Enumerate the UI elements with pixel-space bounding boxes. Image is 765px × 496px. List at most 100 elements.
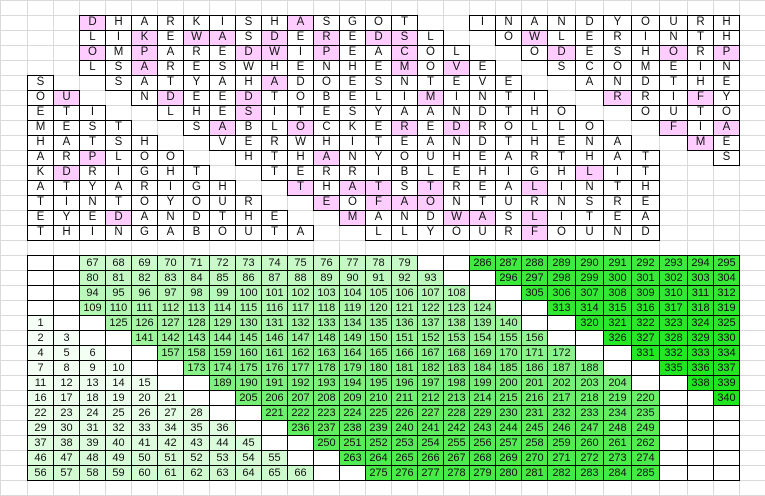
letter-cell[interactable]: R xyxy=(603,30,632,46)
empty-cell[interactable] xyxy=(79,480,106,496)
letter-cell[interactable]: A xyxy=(131,75,158,91)
number-cell[interactable]: 273 xyxy=(603,450,632,466)
empty-cell[interactable] xyxy=(739,45,765,61)
number-cell[interactable]: 12 xyxy=(53,375,80,391)
number-cell[interactable]: 94 xyxy=(79,285,106,301)
blank-number-cell[interactable] xyxy=(131,360,158,376)
number-cell[interactable]: 217 xyxy=(547,390,576,406)
number-cell[interactable]: 335 xyxy=(659,360,688,376)
number-cell[interactable]: 3 xyxy=(53,330,80,346)
empty-cell[interactable] xyxy=(157,0,184,16)
number-cell[interactable]: 35 xyxy=(183,420,210,436)
number-cell[interactable]: 153 xyxy=(443,330,470,346)
letter-cell[interactable]: I xyxy=(391,90,418,106)
letter-cell[interactable]: D xyxy=(235,90,262,106)
number-cell[interactable]: 296 xyxy=(495,270,522,286)
letter-cell[interactable]: E xyxy=(659,60,688,76)
letter-cell[interactable]: U xyxy=(575,225,604,241)
number-cell[interactable]: 329 xyxy=(687,330,714,346)
number-cell[interactable]: 113 xyxy=(183,300,210,316)
letter-cell[interactable]: F xyxy=(659,120,688,136)
number-cell[interactable]: 83 xyxy=(157,270,184,286)
letter-cell[interactable]: E xyxy=(443,75,470,91)
empty-cell[interactable] xyxy=(495,0,522,16)
letter-cell[interactable]: H xyxy=(631,45,660,61)
empty-cell[interactable] xyxy=(713,210,740,226)
letter-cell[interactable]: E xyxy=(547,135,576,151)
empty-cell[interactable] xyxy=(687,0,714,16)
empty-cell[interactable] xyxy=(631,120,660,136)
letter-cell[interactable]: N xyxy=(495,15,522,31)
number-cell[interactable]: 210 xyxy=(365,390,392,406)
letter-cell[interactable]: A xyxy=(53,135,80,151)
number-cell[interactable]: 304 xyxy=(713,270,740,286)
letter-cell[interactable]: T xyxy=(261,165,288,181)
empty-cell[interactable] xyxy=(53,0,80,16)
number-cell[interactable]: 268 xyxy=(469,450,496,466)
number-cell[interactable]: 236 xyxy=(287,420,314,436)
letter-cell[interactable]: E xyxy=(209,90,236,106)
empty-cell[interactable] xyxy=(0,120,28,136)
blank-number-cell[interactable] xyxy=(287,435,314,451)
letter-cell[interactable]: E xyxy=(575,30,604,46)
letter-cell[interactable]: H xyxy=(687,75,714,91)
empty-cell[interactable] xyxy=(659,480,688,496)
letter-cell[interactable]: E xyxy=(27,105,54,121)
number-cell[interactable]: 70 xyxy=(157,255,184,271)
number-cell[interactable]: 14 xyxy=(105,375,132,391)
number-cell[interactable]: 100 xyxy=(235,285,262,301)
empty-cell[interactable] xyxy=(339,225,366,241)
number-cell[interactable]: 263 xyxy=(339,450,366,466)
number-cell[interactable]: 19 xyxy=(105,390,132,406)
letter-cell[interactable]: H xyxy=(183,105,210,121)
number-cell[interactable]: 101 xyxy=(261,285,288,301)
number-cell[interactable]: 46 xyxy=(27,450,54,466)
letter-cell[interactable]: O xyxy=(631,15,660,31)
number-cell[interactable]: 39 xyxy=(79,435,106,451)
letter-cell[interactable]: E xyxy=(209,45,236,61)
number-cell[interactable]: 260 xyxy=(575,435,604,451)
letter-cell[interactable]: T xyxy=(157,75,184,91)
letter-cell[interactable]: H xyxy=(713,15,740,31)
letter-cell[interactable]: E xyxy=(235,135,262,151)
number-cell[interactable]: 88 xyxy=(287,270,314,286)
number-cell[interactable]: 300 xyxy=(603,270,632,286)
letter-cell[interactable]: I xyxy=(687,60,714,76)
empty-cell[interactable] xyxy=(469,480,496,496)
empty-cell[interactable] xyxy=(575,90,604,106)
number-cell[interactable]: 55 xyxy=(261,450,288,466)
letter-cell[interactable]: H xyxy=(631,180,660,196)
blank-number-cell[interactable] xyxy=(53,285,80,301)
letter-cell[interactable]: T xyxy=(365,135,392,151)
number-cell[interactable]: 29 xyxy=(27,420,54,436)
letter-cell[interactable]: W xyxy=(235,60,262,76)
letter-cell[interactable]: S xyxy=(603,45,632,61)
number-cell[interactable]: 34 xyxy=(157,420,184,436)
number-cell[interactable]: 293 xyxy=(659,255,688,271)
letter-cell[interactable]: R xyxy=(443,180,470,196)
empty-cell[interactable] xyxy=(53,60,80,76)
letter-cell[interactable]: A xyxy=(209,75,236,91)
number-cell[interactable]: 219 xyxy=(603,390,632,406)
number-cell[interactable]: 161 xyxy=(261,345,288,361)
empty-cell[interactable] xyxy=(739,135,765,151)
number-cell[interactable]: 255 xyxy=(443,435,470,451)
empty-cell[interactable] xyxy=(739,240,765,256)
letter-cell[interactable]: O xyxy=(287,90,314,106)
letter-cell[interactable]: K xyxy=(339,120,366,136)
letter-cell[interactable]: O xyxy=(713,105,740,121)
empty-cell[interactable] xyxy=(53,480,80,496)
number-cell[interactable]: 252 xyxy=(365,435,392,451)
letter-cell[interactable]: O xyxy=(659,45,688,61)
number-cell[interactable]: 144 xyxy=(209,330,236,346)
number-cell[interactable]: 294 xyxy=(687,255,714,271)
letter-cell[interactable]: S xyxy=(547,60,576,76)
empty-cell[interactable] xyxy=(105,240,132,256)
empty-cell[interactable] xyxy=(575,240,604,256)
letter-cell[interactable]: O xyxy=(131,150,158,166)
letter-cell[interactable]: E xyxy=(417,120,444,136)
blank-number-cell[interactable] xyxy=(603,360,632,376)
letter-cell[interactable]: R xyxy=(687,45,714,61)
number-cell[interactable]: 191 xyxy=(261,375,288,391)
number-cell[interactable]: 321 xyxy=(603,315,632,331)
